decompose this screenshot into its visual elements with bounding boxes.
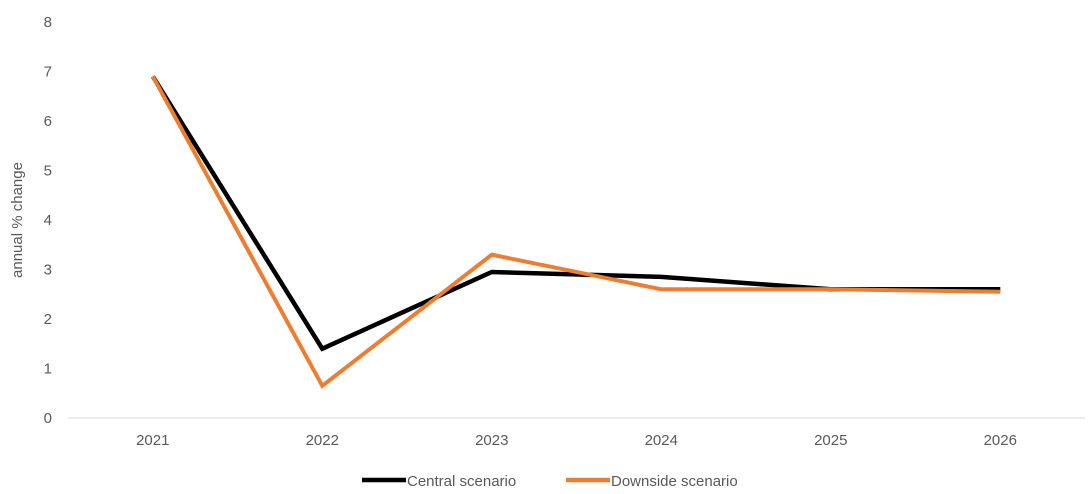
y-tick-label: 5 (44, 163, 52, 180)
y-tick-label: 6 (44, 113, 52, 130)
x-tick-label: 2025 (814, 432, 847, 449)
x-tick-label: 2023 (475, 432, 508, 449)
y-tick-label: 7 (44, 64, 52, 81)
legend: Central scenario Downside scenario (362, 473, 738, 489)
series-layer (153, 76, 1001, 385)
legend-item: Downside scenario (566, 473, 738, 489)
y-tick-label: 8 (44, 14, 52, 31)
y-tick-label: 1 (44, 361, 52, 378)
y-axis-title: annual % change (9, 162, 26, 278)
y-axis-ticks: 0 1 2 3 4 5 6 7 8 (44, 14, 52, 427)
legend-item: Central scenario (362, 473, 516, 489)
x-axis-ticks: 2021 2022 2023 2024 2025 2026 (136, 432, 1017, 449)
x-tick-label: 2021 (136, 432, 169, 449)
y-tick-label: 3 (44, 262, 52, 279)
x-tick-label: 2024 (645, 432, 678, 449)
series-line-downside (153, 76, 1001, 385)
y-tick-label: 2 (44, 311, 52, 328)
legend-label: Downside scenario (611, 473, 738, 489)
y-tick-label: 0 (44, 410, 52, 427)
x-tick-label: 2026 (984, 432, 1017, 449)
y-tick-label: 4 (44, 212, 52, 229)
legend-label: Central scenario (407, 473, 516, 489)
x-tick-label: 2022 (306, 432, 339, 449)
